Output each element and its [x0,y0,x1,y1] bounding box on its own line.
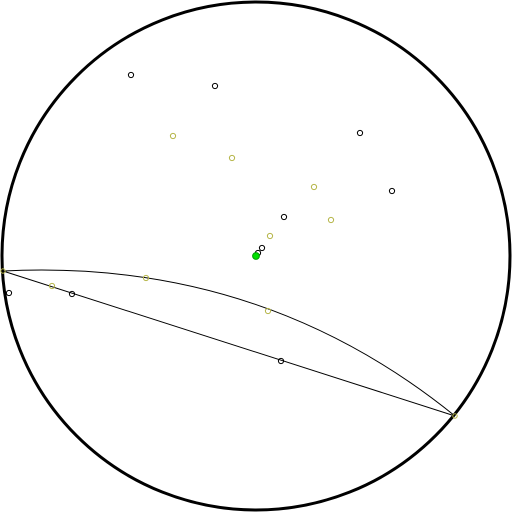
olive-point [310,183,318,191]
geodesic-arc [2,269,456,417]
olive-point [0,268,6,274]
black-point [211,82,219,90]
black-point [5,289,13,297]
black-point [127,71,135,79]
black-point [277,357,285,365]
olive-point [169,132,177,140]
black-point [280,213,288,221]
olive-point [327,216,335,224]
olive-points [0,132,458,419]
olive-point [452,413,458,419]
geodesic-chord [2,270,456,417]
black-point [68,290,76,298]
highlighted-point [252,252,260,260]
black-points [5,71,396,365]
black-point [388,187,396,195]
olive-point [228,154,236,162]
olive-point [48,282,56,290]
olive-point [266,232,274,240]
black-point [258,244,266,252]
olive-point [264,307,272,315]
black-point [356,129,364,137]
olive-point [142,274,150,282]
